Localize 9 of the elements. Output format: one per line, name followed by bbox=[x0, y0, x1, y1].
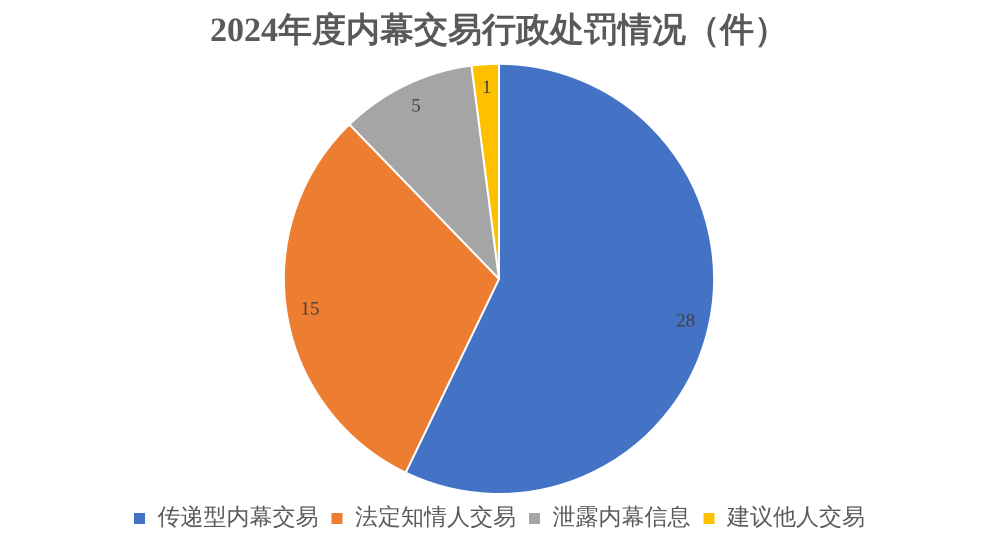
legend-label: 建议他人交易 bbox=[726, 504, 865, 530]
chart-title: 2024年度内幕交易行政处罚情况（件） bbox=[210, 11, 788, 50]
legend-label: 法定知情人交易 bbox=[355, 504, 516, 530]
data-label: 15 bbox=[300, 298, 320, 320]
legend-label: 泄露内幕信息 bbox=[552, 504, 690, 530]
data-label: 28 bbox=[676, 310, 696, 332]
legend-label: 传递型内幕交易 bbox=[158, 504, 318, 530]
data-label: 1 bbox=[482, 76, 492, 98]
data-label: 5 bbox=[411, 95, 421, 116]
